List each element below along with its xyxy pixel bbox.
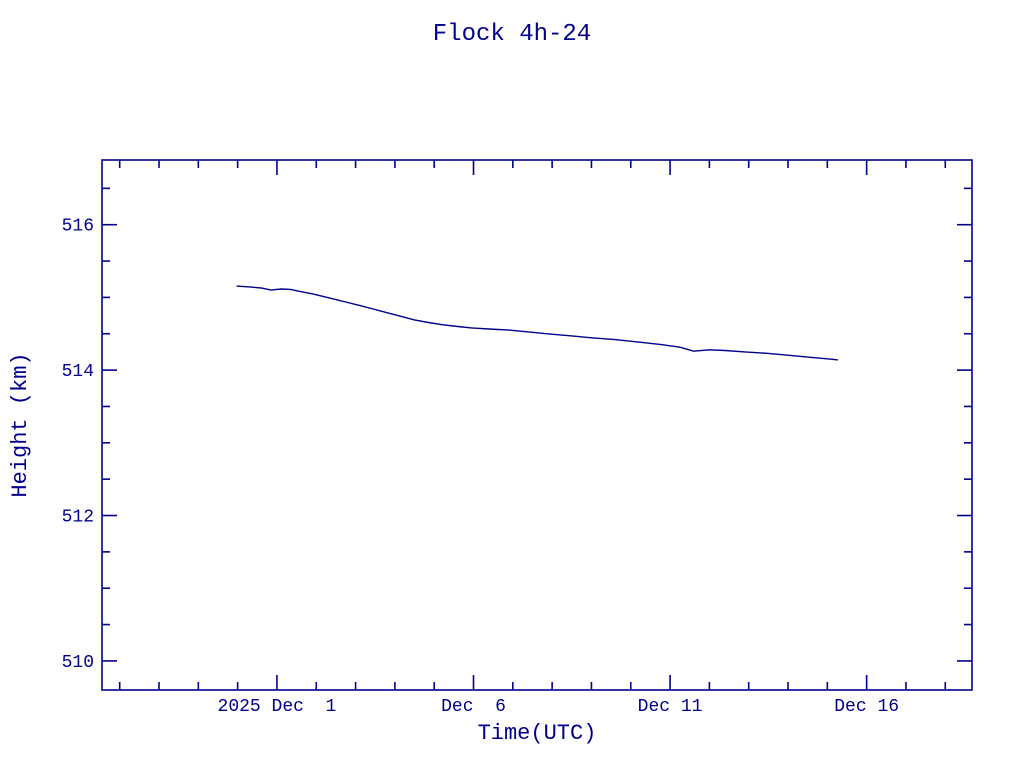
axis-tick-labels: 2025 Dec 1 Dec 6 Dec 11 Dec 16 510 512 514 516 <box>62 217 899 717</box>
axis-ticks <box>102 160 972 690</box>
chart-title: Flock 4h-24 <box>433 21 591 48</box>
x-tick-label: Dec 6 <box>441 697 506 717</box>
plot-frame <box>101 159 973 691</box>
y-tick-label: 514 <box>62 362 94 382</box>
y-tick-label: 516 <box>62 217 94 237</box>
x-axis-label: Time(UTC) <box>478 721 597 746</box>
y-axis-label: Height (km) <box>8 352 33 497</box>
x-tick-label: Dec 11 <box>638 697 703 717</box>
y-tick-label: 512 <box>62 508 94 528</box>
x-tick-label: 2025 Dec 1 <box>218 697 337 717</box>
x-tick-label: Dec 16 <box>834 697 899 717</box>
y-tick-label: 510 <box>62 653 94 673</box>
height-series-line <box>236 285 838 361</box>
